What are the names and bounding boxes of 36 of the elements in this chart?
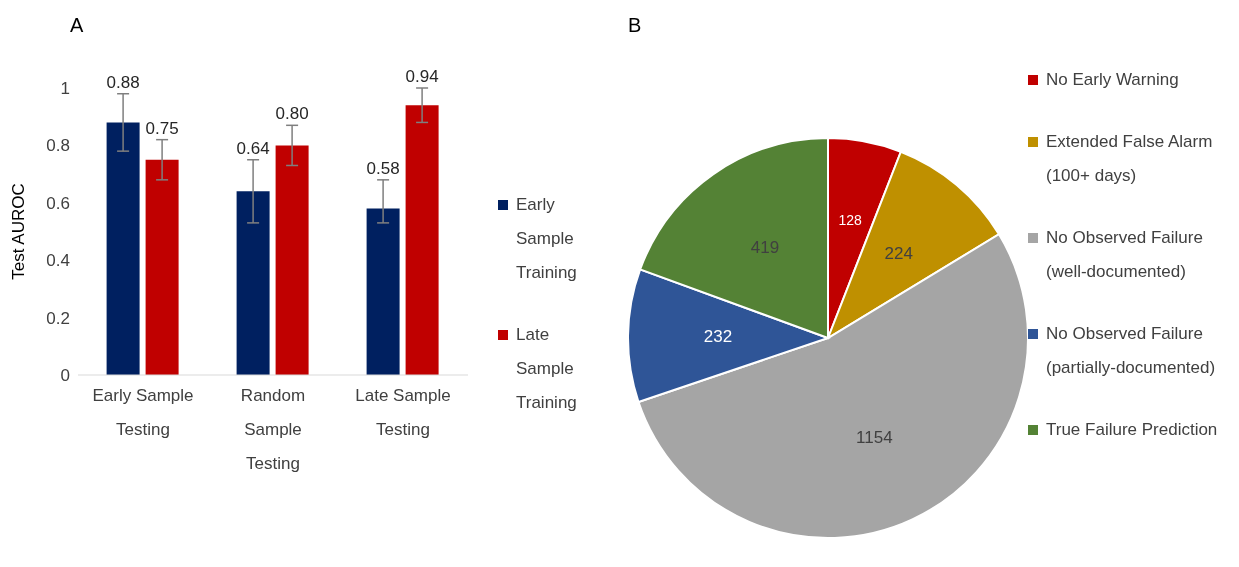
- bar: [236, 191, 270, 375]
- text: 0.88: [106, 72, 140, 92]
- text: 0.80: [275, 104, 309, 124]
- y-tick-label: 0.6: [46, 193, 70, 213]
- chart-title: A: [70, 14, 84, 37]
- chart-title: B: [628, 14, 642, 37]
- data-label: 232: [703, 327, 733, 347]
- bar: [366, 208, 400, 375]
- bar: [145, 159, 179, 375]
- y-tick-label: 0.2: [46, 308, 70, 328]
- x-tick-label: Early Sample Testing: [92, 386, 194, 439]
- bar: [275, 145, 309, 375]
- bar: [106, 122, 140, 375]
- legend-label: Extended False Alarm (100+ days): [1046, 131, 1214, 187]
- legend-label: Early Sample Training: [516, 194, 578, 284]
- y-axis-title: Test AUROC: [9, 183, 29, 280]
- data-label: 224: [884, 244, 913, 264]
- text: 0.75: [145, 118, 179, 138]
- data-label: 128: [838, 212, 863, 229]
- y-tick-label: 0: [60, 366, 70, 386]
- text: 0.58: [366, 158, 400, 178]
- y-tick-label: 0.8: [46, 136, 70, 156]
- x-tick-label: Late Sample Testing: [355, 386, 451, 439]
- legend-label: Late Sample Training: [516, 324, 578, 414]
- bar: [405, 105, 439, 375]
- legend-label: No Observed Failure (partially-documented): [1046, 323, 1217, 379]
- text: 0.94: [405, 67, 439, 86]
- legend-label: No Early Warning: [1046, 69, 1179, 91]
- y-tick-label: 1: [60, 79, 70, 99]
- legend-label: True Failure Prediction: [1046, 419, 1218, 441]
- data-label: 1154: [856, 428, 893, 448]
- y-tick-label: 0.4: [46, 251, 70, 271]
- x-tick-label: Random Sample Testing: [240, 386, 306, 473]
- data-label: 419: [750, 238, 780, 258]
- legend-label: No Observed Failure (well-documented): [1046, 227, 1204, 283]
- text: 0.64: [236, 138, 270, 158]
